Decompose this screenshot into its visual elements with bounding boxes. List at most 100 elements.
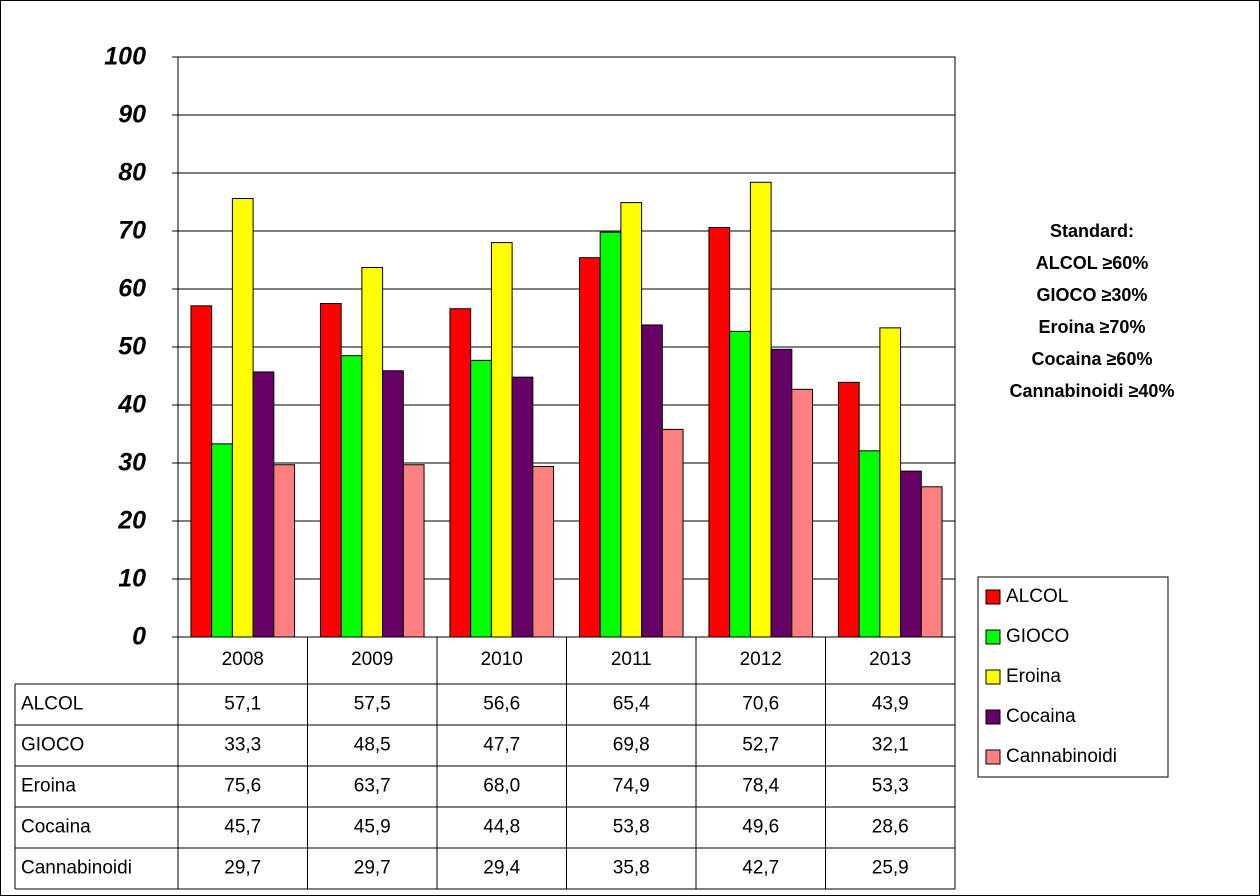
bar [620,202,643,638]
table-row-label: Cocaina [21,817,91,838]
legend-label: Cocaina [1006,706,1076,727]
y-tick-label: 0 [132,623,146,651]
y-tick-label: 100 [104,43,146,71]
table-cell: 52,7 [742,735,779,756]
bar [641,324,663,638]
annotation: GIOCO ≥30% [1037,285,1148,305]
bar [340,355,363,638]
table-cell: 49,6 [742,817,779,838]
table-cell: 33,3 [224,735,261,756]
table-cell: 53,8 [613,817,650,838]
bar [749,181,772,638]
table-cell: 53,3 [872,776,909,797]
table-cell: 70,6 [742,694,779,715]
bar [599,231,622,638]
y-tick-label: 30 [118,449,146,477]
table-cell: 63,7 [354,776,391,797]
table-cell: 44,8 [483,817,520,838]
x-tick-label: 2008 [222,649,264,670]
table-cell: 43,9 [872,694,909,715]
bar [532,465,555,638]
bar [252,371,275,638]
bar [837,381,860,638]
bar [231,198,254,638]
table-cell: 35,8 [613,858,650,879]
bar [708,227,731,638]
y-tick-label: 20 [117,507,146,535]
y-tick-label: 40 [117,391,146,419]
y-tick-label: 90 [118,101,146,129]
bar [661,428,684,638]
bar [273,464,296,638]
legend-box [977,576,1169,778]
x-tick-label: 2009 [351,649,393,670]
bar [190,305,213,638]
table-cell: 45,9 [354,817,391,838]
legend-label: Cannabinoidi [1006,746,1117,767]
table-row-label: ALCOL [21,694,83,715]
legend-swatch [985,669,1001,685]
table-cell: 65,4 [613,694,650,715]
table-cell: 48,5 [354,735,391,756]
table-cell: 47,7 [483,735,520,756]
y-tick-label: 60 [118,275,146,303]
table-cell: 29,7 [224,858,261,879]
legend-swatch [985,629,1001,645]
bar [361,267,384,638]
bar [729,330,751,638]
bar [490,242,513,638]
x-tick-label: 2012 [740,649,782,670]
table-row-label: GIOCO [21,735,84,756]
y-tick-label: 80 [118,159,146,187]
bar [319,303,342,638]
y-tick-label: 50 [118,333,146,361]
table-cell: 75,6 [224,776,261,797]
bar [770,348,793,638]
bar [858,450,881,638]
legend-label: ALCOL [1006,586,1068,607]
table-cell: 68,0 [483,776,520,797]
annotation: Cannabinoidi ≥40% [1010,381,1175,401]
annotation: Standard: [1050,221,1134,241]
table-cell: 57,1 [224,694,261,715]
table-cell: 78,4 [742,776,779,797]
legend-label: GIOCO [1006,626,1069,647]
legend-label: Eroina [1006,666,1061,687]
y-tick-label: 10 [118,565,146,593]
table-cell: 57,5 [354,694,391,715]
bar [511,376,534,638]
table-cell: 74,9 [613,776,650,797]
legend-swatch [985,709,1001,725]
legend-swatch [985,749,1001,765]
table-cell: 29,7 [354,858,391,879]
table-cell: 29,4 [483,858,520,879]
x-tick-label: 2010 [481,649,523,670]
table-cell: 28,6 [872,817,909,838]
annotation: Eroina ≥70% [1039,317,1146,337]
table-cell: 42,7 [742,858,779,879]
legend-swatch [985,589,1001,605]
table-cell: 32,1 [872,735,909,756]
y-tick-label: 70 [118,217,146,245]
table-cell: 25,9 [872,858,909,879]
bar [879,327,902,638]
table-row-label: Eroina [21,776,76,797]
bar [402,464,425,638]
bar [791,388,814,638]
bar [900,470,922,638]
x-tick-label: 2013 [869,649,911,670]
bar [470,359,492,638]
x-tick-label: 2011 [611,649,652,670]
annotation: ALCOL ≥60% [1036,253,1149,273]
table-cell: 56,6 [483,694,520,715]
bar [578,257,601,638]
table-row-label: Cannabinoidi [21,858,132,879]
bar [920,486,943,638]
table-cell: 45,7 [224,817,261,838]
bar [449,308,472,638]
table-cell: 69,8 [613,735,650,756]
annotation: Cocaina ≥60% [1032,349,1153,369]
bar [382,370,404,638]
